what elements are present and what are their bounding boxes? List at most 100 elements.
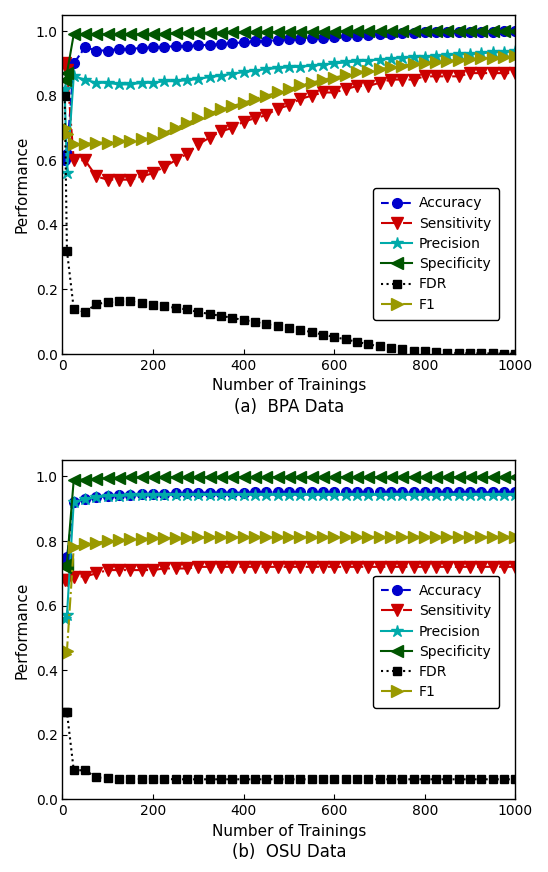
F1 (275, 87, 281, 98)
Specificity (410, 472, 417, 482)
F1 (252, 532, 258, 542)
F1 (331, 532, 338, 542)
FDR (105, 297, 111, 308)
FDR (150, 300, 156, 310)
Sensitivity (263, 562, 270, 572)
Line: Sensitivity: Sensitivity (59, 562, 521, 585)
Precision (275, 489, 281, 500)
Precision (410, 52, 417, 63)
Precision (399, 489, 406, 500)
FDR (455, 348, 462, 358)
Sensitivity (353, 562, 360, 572)
Sensitivity (184, 563, 190, 574)
F1 (410, 532, 417, 542)
Sensitivity (376, 78, 383, 88)
Accuracy (467, 26, 473, 37)
F1 (319, 74, 326, 85)
Precision (353, 489, 360, 500)
Precision (478, 48, 485, 58)
Accuracy (489, 26, 496, 37)
Sensitivity (319, 87, 326, 98)
Accuracy (455, 487, 462, 498)
F1 (444, 56, 451, 66)
Accuracy (353, 31, 360, 41)
Precision (207, 72, 213, 82)
FDR (489, 348, 496, 358)
Sensitivity (455, 72, 462, 82)
Precision (421, 51, 428, 62)
Sensitivity (161, 563, 168, 574)
FDR (218, 774, 224, 785)
Accuracy (410, 28, 417, 38)
FDR (82, 765, 88, 775)
FDR (421, 346, 428, 357)
FDR (229, 774, 236, 785)
Specificity (93, 29, 100, 39)
Precision (71, 72, 77, 82)
Specificity (263, 27, 270, 37)
Specificity (150, 29, 156, 39)
F1 (139, 134, 145, 145)
Specificity (309, 26, 315, 37)
Specificity (467, 26, 473, 37)
Sensitivity (365, 562, 372, 572)
Accuracy (467, 487, 473, 498)
Accuracy (218, 487, 224, 498)
FDR (376, 341, 383, 351)
Accuracy (353, 487, 360, 498)
FDR (195, 307, 202, 317)
F1 (61, 649, 68, 659)
Sensitivity (286, 562, 292, 572)
Sensitivity (365, 81, 372, 92)
Specificity (173, 28, 179, 38)
F1 (376, 64, 383, 74)
Accuracy (478, 487, 485, 498)
Line: Specificity: Specificity (59, 25, 521, 85)
Specificity (297, 472, 304, 482)
F1 (297, 80, 304, 91)
Accuracy (433, 27, 439, 37)
Precision (229, 69, 236, 79)
Sensitivity (241, 116, 247, 126)
Sensitivity (127, 174, 134, 185)
Specificity (195, 472, 202, 482)
F1 (150, 533, 156, 543)
Accuracy (376, 487, 383, 498)
F1 (286, 84, 292, 94)
FDR (173, 774, 179, 785)
Accuracy (489, 487, 496, 498)
FDR (161, 301, 168, 311)
Sensitivity (455, 562, 462, 572)
Sensitivity (116, 174, 122, 185)
FDR (399, 774, 406, 785)
Sensitivity (478, 562, 485, 572)
FDR (207, 774, 213, 785)
FDR (61, 707, 68, 718)
Precision (161, 76, 168, 86)
Specificity (139, 29, 145, 39)
Specificity (241, 27, 247, 37)
Specificity (331, 472, 338, 482)
Precision (319, 489, 326, 500)
FDR (478, 348, 485, 358)
Accuracy (71, 497, 77, 508)
Specificity (252, 472, 258, 482)
Accuracy (433, 487, 439, 498)
Accuracy (150, 42, 156, 52)
Accuracy (105, 491, 111, 501)
Sensitivity (82, 155, 88, 166)
Sensitivity (173, 155, 179, 166)
Specificity (376, 26, 383, 37)
F1 (173, 123, 179, 133)
Line: F1: F1 (59, 51, 521, 150)
F1 (297, 532, 304, 542)
FDR (467, 348, 473, 358)
Precision (184, 489, 190, 500)
Sensitivity (229, 123, 236, 133)
FDR (64, 245, 70, 255)
F1 (184, 118, 190, 128)
F1 (93, 137, 100, 147)
FDR (387, 774, 394, 785)
FDR (252, 317, 258, 327)
Accuracy (263, 36, 270, 46)
